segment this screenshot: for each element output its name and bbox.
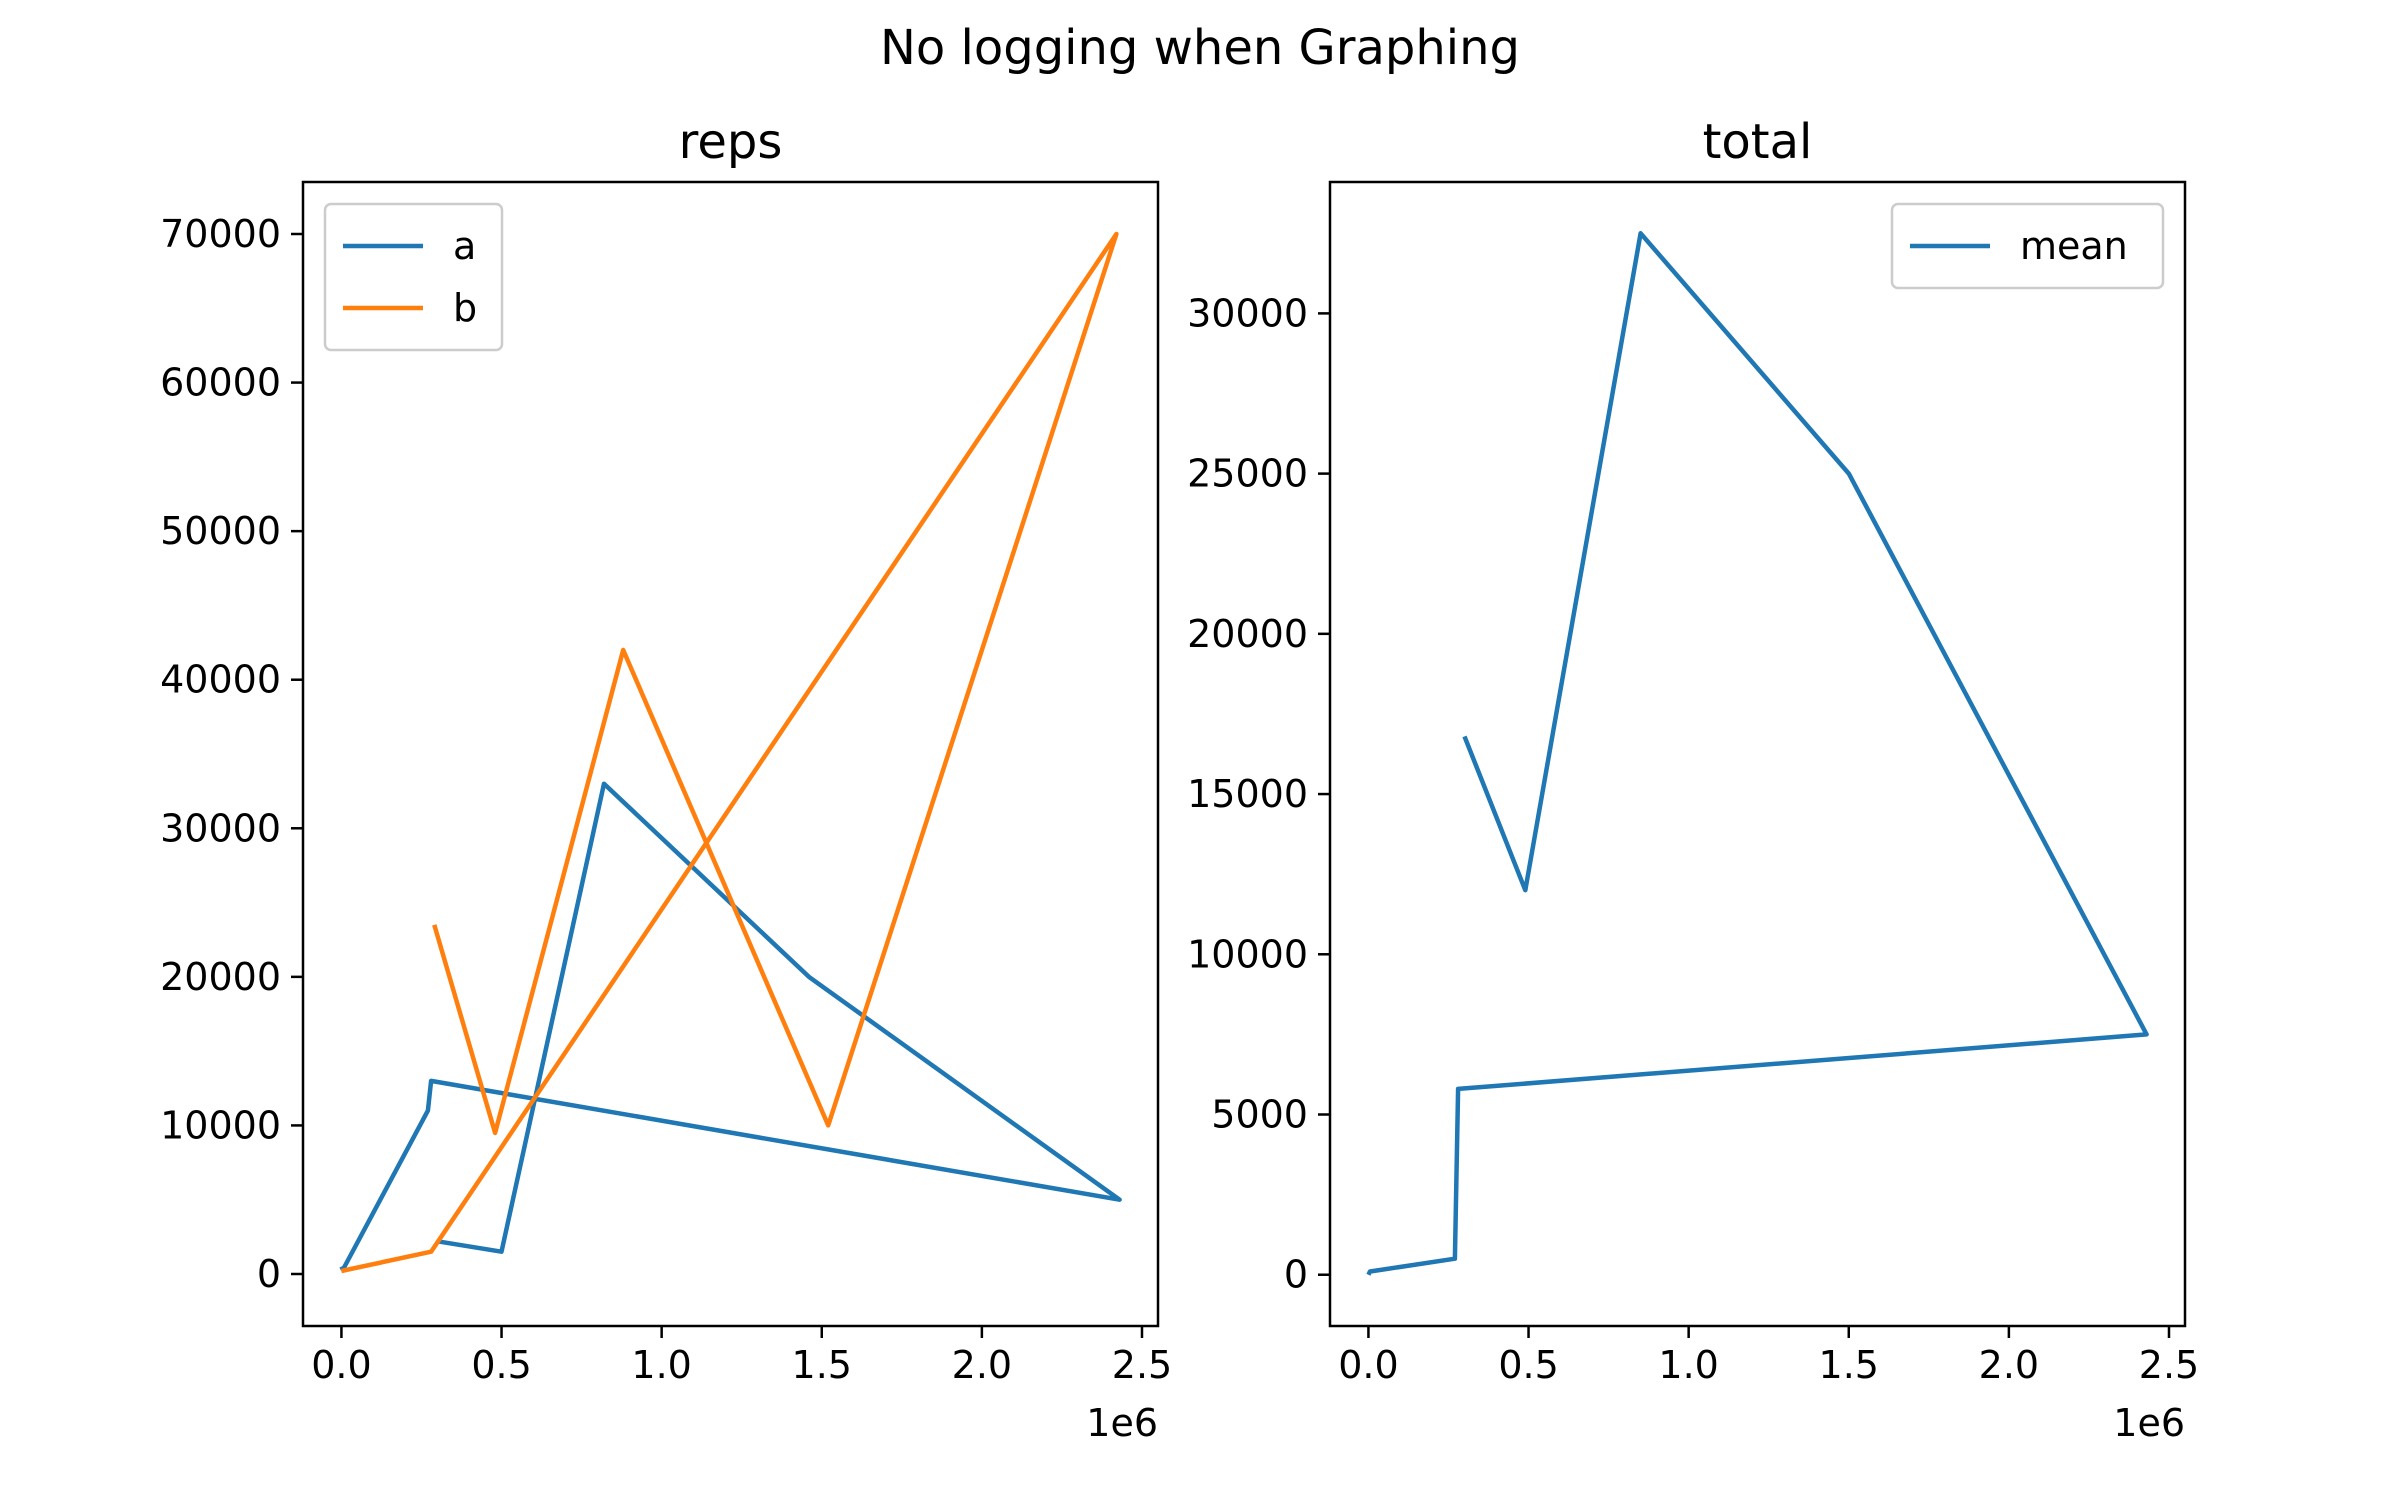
x-tick-label: 0.0 <box>311 1343 371 1387</box>
y-tick-label: 40000 <box>160 658 281 702</box>
y-tick-label: 20000 <box>160 955 281 999</box>
x-tick-label: 1.5 <box>1819 1343 1879 1387</box>
x-tick-label: 0.5 <box>471 1343 531 1387</box>
x-tick-label: 1.0 <box>631 1343 691 1387</box>
subplots: reps 0.0 0.5 1.0 1.5 2.0 2.5 1e6 0 10000 20000 3000… <box>160 114 2199 1445</box>
x-tick-label: 2.5 <box>2139 1343 2199 1387</box>
legend-label-b: b <box>453 286 477 330</box>
y-tick-label: 0 <box>257 1252 281 1296</box>
series-line-a <box>339 781 1122 1272</box>
x-tick-label: 2.0 <box>952 1343 1012 1387</box>
y-tick-label: 10000 <box>160 1103 281 1147</box>
legend: mean <box>1890 202 2165 290</box>
axes-frame <box>301 180 1160 1328</box>
legend-box <box>323 202 504 352</box>
subplot-title: total <box>1703 114 1813 170</box>
y-tick-label: 25000 <box>1187 452 1308 496</box>
x-tick-label: 2.0 <box>1979 1343 2039 1387</box>
y-tick-label: 30000 <box>160 806 281 850</box>
subplot-total: total 0.0 0.5 1.0 1.5 2.0 2.5 1e6 0 5000 10000 1500… <box>1187 114 2199 1445</box>
x-tick-label: 2.5 <box>1112 1343 1172 1387</box>
x-offset-label: 1e6 <box>2113 1401 2185 1445</box>
x-tick-label: 1.0 <box>1658 1343 1718 1387</box>
y-tick-label: 60000 <box>160 361 281 405</box>
x-offset-label: 1e6 <box>1086 1401 1158 1445</box>
y-tick-label: 15000 <box>1187 772 1308 816</box>
legend-label-mean: mean <box>2020 224 2128 268</box>
x-tick-label: 0.0 <box>1338 1343 1398 1387</box>
y-tick-label: 10000 <box>1187 932 1308 976</box>
legend-box <box>1890 202 2165 290</box>
x-tick-label: 0.5 <box>1498 1343 1558 1387</box>
y-tick-label: 70000 <box>160 212 281 256</box>
legend-label-a: a <box>453 224 476 268</box>
figure-title: No logging when Graphing <box>880 20 1520 76</box>
axes-frame <box>1328 180 2187 1328</box>
y-tick-label: 50000 <box>160 509 281 553</box>
y-tick-label: 5000 <box>1211 1093 1308 1137</box>
series-line-mean <box>1366 231 2149 1276</box>
y-tick-label: 0 <box>1284 1253 1308 1297</box>
y-tick-label: 20000 <box>1187 612 1308 656</box>
x-tick-label: 1.5 <box>792 1343 852 1387</box>
y-tick-label: 30000 <box>1187 291 1308 335</box>
subplot-reps: reps 0.0 0.5 1.0 1.5 2.0 2.5 1e6 0 10000 20000 3000… <box>160 114 1172 1445</box>
subplot-title: reps <box>679 114 783 170</box>
legend: ab <box>323 202 504 352</box>
series-line-b <box>340 231 1119 1274</box>
